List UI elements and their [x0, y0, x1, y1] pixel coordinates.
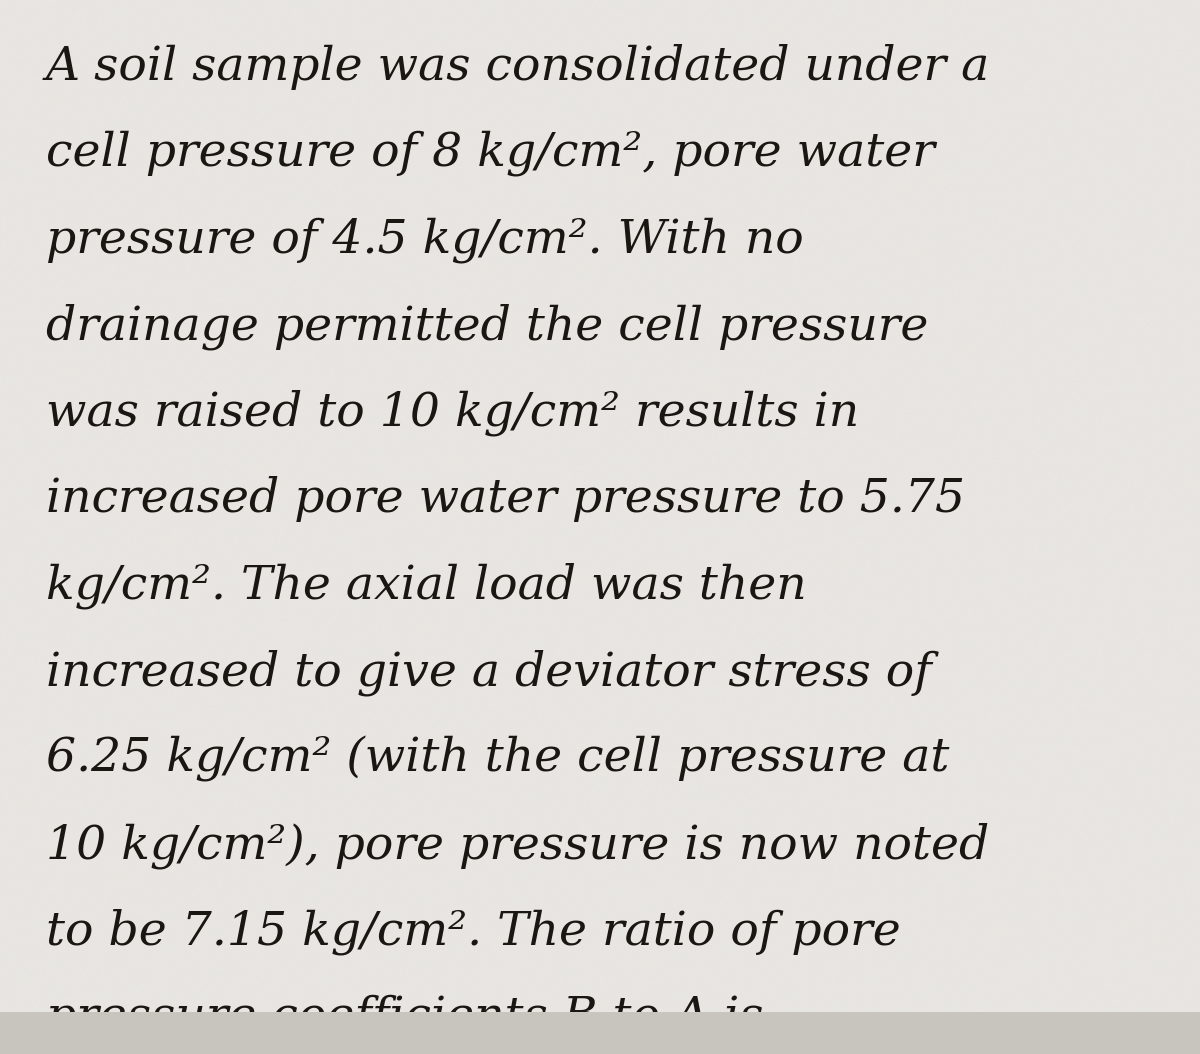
Text: was raised to 10 kg/cm² results in: was raised to 10 kg/cm² results in: [46, 390, 859, 436]
Text: increased pore water pressure to 5.75: increased pore water pressure to 5.75: [46, 476, 965, 523]
Text: pressure of 4.5 kg/cm². With no: pressure of 4.5 kg/cm². With no: [46, 217, 803, 262]
Text: cell pressure of 8 kg/cm², pore water: cell pressure of 8 kg/cm², pore water: [46, 131, 935, 176]
Text: pressure coefficients B to A is  _______.: pressure coefficients B to A is _______.: [46, 995, 973, 1041]
Text: increased to give a deviator stress of: increased to give a deviator stress of: [46, 649, 931, 696]
Text: A soil sample was consolidated under a: A soil sample was consolidated under a: [46, 44, 990, 91]
Text: kg/cm². The axial load was then: kg/cm². The axial load was then: [46, 563, 806, 609]
Text: 6.25 kg/cm² (with the cell pressure at: 6.25 kg/cm² (with the cell pressure at: [46, 736, 949, 782]
Text: drainage permitted the cell pressure: drainage permitted the cell pressure: [46, 304, 928, 350]
Bar: [0, 1012, 1200, 1054]
Text: 10 kg/cm²), pore pressure is now noted: 10 kg/cm²), pore pressure is now noted: [46, 822, 989, 868]
Text: to be 7.15 kg/cm². The ratio of pore: to be 7.15 kg/cm². The ratio of pore: [46, 909, 900, 955]
